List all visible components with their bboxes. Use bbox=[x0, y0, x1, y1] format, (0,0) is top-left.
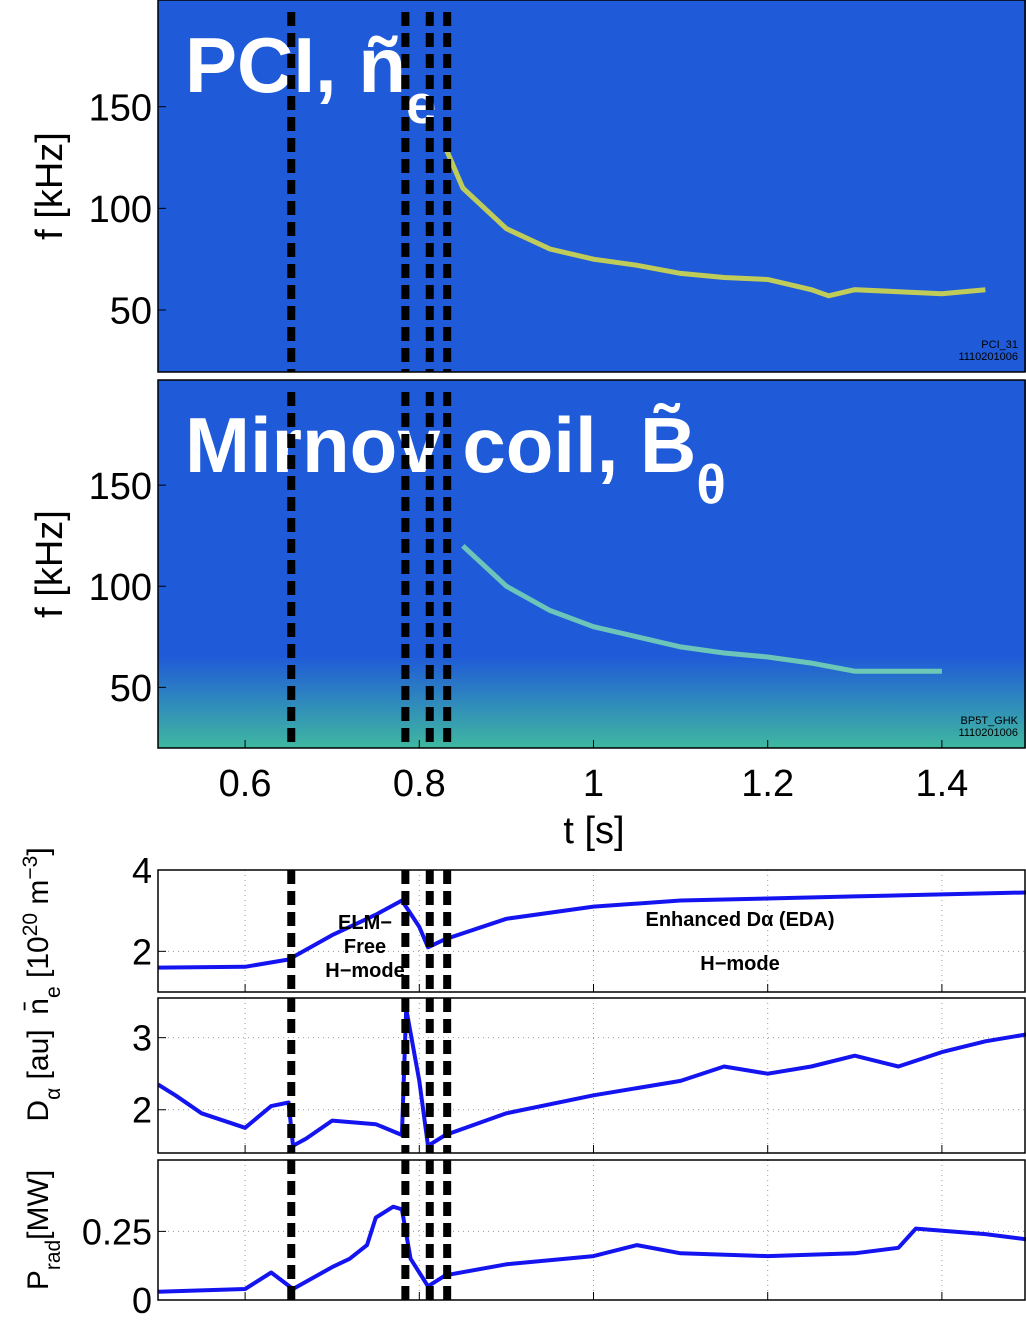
y-tick-label: 100 bbox=[89, 567, 152, 609]
label-part: [au] bbox=[22, 1029, 55, 1087]
panel-title: Mirnov coil, B̃θ bbox=[185, 401, 726, 515]
label-part: [10 bbox=[22, 936, 55, 986]
x-tick-label: 1 bbox=[583, 763, 604, 805]
annotation: H−mode bbox=[700, 953, 779, 975]
mode-ridge bbox=[461, 543, 942, 674]
y-tick-label: 150 bbox=[89, 466, 152, 508]
y-tick-label: 2 bbox=[132, 1090, 152, 1131]
y-tick-label: 3 bbox=[132, 1018, 152, 1059]
data-line bbox=[158, 1204, 1026, 1294]
label-part: n̄ bbox=[22, 998, 55, 1015]
label-part: f [kHz] bbox=[29, 132, 71, 240]
spectrogram-image bbox=[158, 380, 1026, 748]
panel-title: PCI, ñe bbox=[185, 21, 436, 135]
axes-frame bbox=[157, 997, 1026, 1154]
annotation: ELM− bbox=[338, 912, 392, 934]
y-axis-label: f [kHz] bbox=[29, 510, 71, 618]
y-tick-label: 150 bbox=[89, 87, 152, 129]
label-part: D bbox=[22, 1100, 55, 1122]
y-axis-label: Prad[MW] bbox=[22, 1170, 65, 1290]
y-tick-label: 50 bbox=[110, 668, 152, 710]
annotation: H−mode bbox=[325, 960, 404, 982]
source-label: PCI_31 bbox=[981, 339, 1018, 351]
y-tick-label: 4 bbox=[132, 850, 152, 891]
source-label: BP5T_GHK bbox=[961, 715, 1019, 727]
x-axis-label: t [s] bbox=[563, 810, 624, 852]
y-tick-label: 2 bbox=[132, 931, 152, 972]
label-part: f [kHz] bbox=[29, 510, 71, 618]
axes-frame bbox=[157, 0, 1026, 373]
x-tick-label: 1.2 bbox=[741, 763, 794, 805]
label-part: e bbox=[42, 986, 65, 998]
label-part: m bbox=[22, 880, 55, 913]
label-part: P bbox=[22, 1270, 55, 1290]
y-axis-label: Dα [au] bbox=[22, 1029, 65, 1121]
axes-frame bbox=[157, 1159, 1026, 1301]
label-part: Mirnov coil, B̃ bbox=[185, 401, 696, 489]
y-axis-label: n̄e [1020 m−3] bbox=[19, 847, 65, 1014]
y-tick-label: 0.25 bbox=[82, 1211, 152, 1252]
label-part: 20 bbox=[19, 913, 42, 936]
y-tick-label: 0 bbox=[132, 1280, 152, 1321]
x-tick-label: 0.6 bbox=[219, 763, 272, 805]
source-label: 1110201006 bbox=[958, 727, 1018, 739]
axes-frame bbox=[157, 869, 1026, 993]
label-part: PCI, ñ bbox=[185, 21, 406, 109]
label-part: α bbox=[42, 1088, 65, 1100]
mode-ridge bbox=[443, 146, 986, 299]
y-tick-label: 50 bbox=[110, 291, 152, 333]
spectrogram-image bbox=[158, 0, 1026, 372]
annotation: Enhanced Dα (EDA) bbox=[646, 909, 835, 931]
data-line bbox=[158, 1006, 1026, 1148]
annotation: Free bbox=[344, 936, 386, 958]
x-tick-label: 1.4 bbox=[915, 763, 968, 805]
label-part: θ bbox=[696, 454, 726, 515]
data-line bbox=[158, 890, 1026, 970]
y-tick-label: 100 bbox=[89, 189, 152, 231]
label-part: [MW] bbox=[22, 1170, 55, 1240]
y-axis-label: f [kHz] bbox=[29, 132, 71, 240]
label-part: ] bbox=[22, 847, 55, 855]
label-part: −3 bbox=[19, 856, 42, 880]
x-tick-label: 0.8 bbox=[393, 763, 446, 805]
source-label: 1110201006 bbox=[958, 351, 1018, 363]
label-part: rad bbox=[42, 1240, 65, 1270]
axes-frame bbox=[157, 379, 1026, 749]
